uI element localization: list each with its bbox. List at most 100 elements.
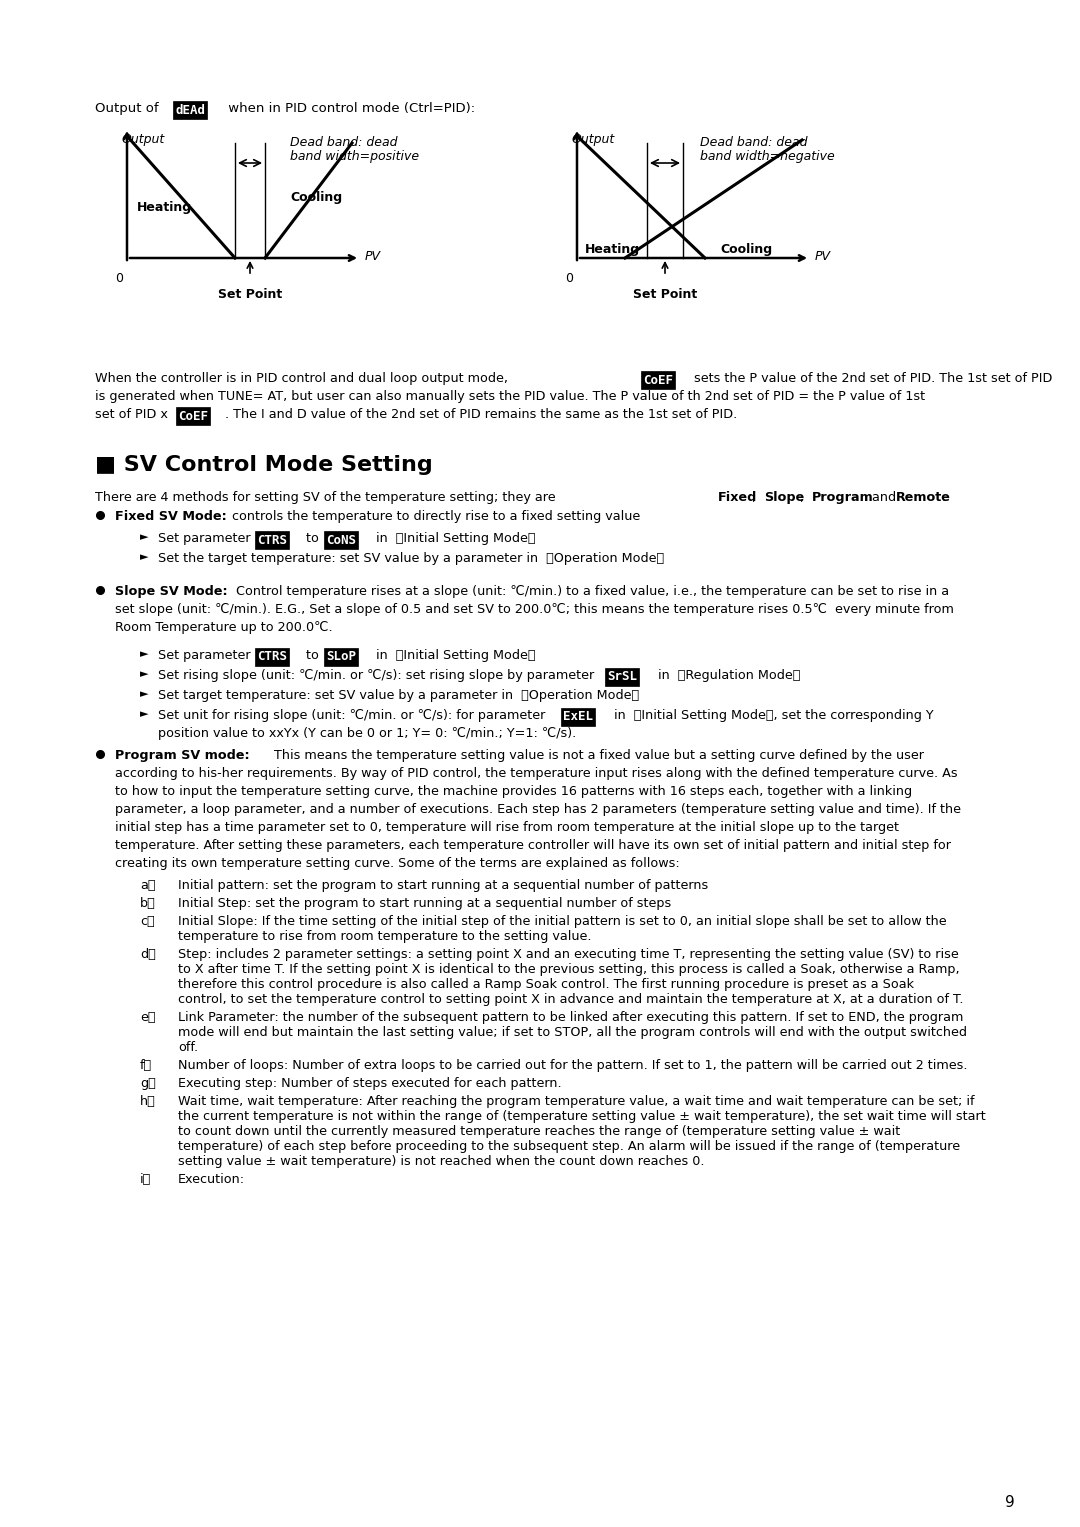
Text: 9: 9 [1005,1495,1015,1510]
Text: Executing step: Number of steps executed for each pattern.: Executing step: Number of steps executed… [178,1077,562,1090]
Text: Dead band: dead: Dead band: dead [700,136,808,150]
Text: to: to [302,531,323,545]
Text: b・: b・ [140,896,156,910]
Text: c・: c・ [140,915,154,928]
Text: CoEF: CoEF [178,409,208,423]
Text: ,: , [752,492,760,504]
Text: Set Point: Set Point [218,289,282,301]
Text: h・: h・ [140,1095,156,1109]
Text: set of PID x: set of PID x [95,408,172,421]
Text: This means the temperature setting value is not a fixed value but a setting curv: This means the temperature setting value… [270,750,924,762]
Text: a・: a・ [140,880,156,892]
Text: Link Parameter: the number of the subsequent pattern to be linked after executin: Link Parameter: the number of the subseq… [178,1011,963,1025]
Text: ►: ► [140,531,149,542]
Text: controls the temperature to directly rise to a fixed setting value: controls the temperature to directly ris… [228,510,640,524]
Text: dEAd: dEAd [175,104,205,116]
Text: to count down until the currently measured temperature reaches the range of (tem: to count down until the currently measur… [178,1125,901,1138]
Text: off.: off. [178,1041,198,1054]
Text: Room Temperature up to 200.0℃.: Room Temperature up to 200.0℃. [114,621,333,634]
Text: Remote: Remote [896,492,950,504]
Text: Set Point: Set Point [633,289,697,301]
Text: Set rising slope (unit: ℃/min. or ℃/s): set rising slope by parameter: Set rising slope (unit: ℃/min. or ℃/s): … [158,669,598,683]
Text: to: to [302,649,323,663]
Text: ►: ► [140,689,149,699]
Text: 0: 0 [114,272,123,286]
Text: according to his-her requirements. By way of PID control, the temperature input : according to his-her requirements. By wa… [114,767,958,780]
Text: Initial Slope: If the time setting of the initial step of the initial pattern is: Initial Slope: If the time setting of th… [178,915,947,928]
Text: ►: ► [140,649,149,660]
Text: temperature) of each step before proceeding to the subsequent step. An alarm wil: temperature) of each step before proceed… [178,1141,960,1153]
Text: Set the target temperature: set SV value by a parameter in  【Operation Mode】: Set the target temperature: set SV value… [158,551,664,565]
Text: Output: Output [572,133,616,147]
Text: ExEL: ExEL [563,710,593,724]
Text: 0: 0 [565,272,573,286]
Text: creating its own temperature setting curve. Some of the terms are explained as f: creating its own temperature setting cur… [114,857,679,870]
Text: Heating: Heating [585,243,640,257]
Text: position value to xxYx (Y can be 0 or 1; Y= 0: ℃/min.; Y=1: ℃/s).: position value to xxYx (Y can be 0 or 1;… [158,727,577,741]
Text: band width=positive: band width=positive [291,150,419,163]
Text: ►: ► [140,669,149,680]
Text: ►: ► [140,551,149,562]
Text: ►: ► [140,709,149,719]
Text: Number of loops: Number of extra loops to be carried out for the pattern. If set: Number of loops: Number of extra loops t… [178,1060,968,1072]
Text: Dead band: dead: Dead band: dead [291,136,397,150]
Text: e・: e・ [140,1011,156,1025]
Text: Output: Output [122,133,165,147]
Text: Slope SV Mode:: Slope SV Mode: [114,585,228,599]
Text: PV: PV [365,249,381,263]
Text: control, to set the temperature control to setting point X in advance and mainta: control, to set the temperature control … [178,993,963,1006]
Text: Fixed SV Mode:: Fixed SV Mode: [114,510,227,524]
Text: to X after time T. If the setting point X is identical to the previous setting, : to X after time T. If the setting point … [178,964,960,976]
Text: PV: PV [815,249,831,263]
Text: i・: i・ [140,1173,151,1186]
Text: . The I and D value of the 2nd set of PID remains the same as the 1st set of PID: . The I and D value of the 2nd set of PI… [225,408,738,421]
Text: CTRS: CTRS [257,533,287,547]
Text: in  【Regulation Mode】: in 【Regulation Mode】 [654,669,800,683]
Text: Initial Step: set the program to start running at a sequential number of steps: Initial Step: set the program to start r… [178,896,672,910]
Text: in  【Initial Setting Mode】: in 【Initial Setting Mode】 [372,649,536,663]
Text: Program SV mode:: Program SV mode: [114,750,249,762]
Text: g・: g・ [140,1077,156,1090]
Text: initial step has a time parameter set to 0, temperature will rise from room temp: initial step has a time parameter set to… [114,822,899,834]
Text: f・: f・ [140,1060,152,1072]
Text: When the controller is in PID control and dual loop output mode,: When the controller is in PID control an… [95,373,512,385]
Text: There are 4 methods for setting SV of the temperature setting; they are: There are 4 methods for setting SV of th… [95,492,559,504]
Text: Fixed: Fixed [718,492,757,504]
Text: mode will end but maintain the last setting value; if set to STOP, all the progr: mode will end but maintain the last sett… [178,1026,967,1038]
Text: sets the P value of the 2nd set of PID. The 1st set of PID: sets the P value of the 2nd set of PID. … [690,373,1052,385]
Text: Slope: Slope [764,492,805,504]
Text: CoNS: CoNS [326,533,356,547]
Text: Cooling: Cooling [720,243,772,257]
Text: setting value ± wait temperature) is not reached when the count down reaches 0.: setting value ± wait temperature) is not… [178,1154,704,1168]
Text: in  【Initial Setting Mode】: in 【Initial Setting Mode】 [372,531,536,545]
Text: set slope (unit: ℃/min.). E.G., Set a slope of 0.5 and set SV to 200.0℃; this me: set slope (unit: ℃/min.). E.G., Set a sl… [114,603,954,615]
Text: temperature to rise from room temperature to the setting value.: temperature to rise from room temperatur… [178,930,592,944]
Text: is generated when TUNE= AT, but user can also manually sets the PID value. The P: is generated when TUNE= AT, but user can… [95,389,926,403]
Text: Set parameter: Set parameter [158,531,255,545]
Text: CTRS: CTRS [257,651,287,664]
Text: Set target temperature: set SV value by a parameter in  【Operation Mode】: Set target temperature: set SV value by … [158,689,639,702]
Text: parameter, a loop parameter, and a number of executions. Each step has 2 paramet: parameter, a loop parameter, and a numbe… [114,803,961,815]
Text: Heating: Heating [137,202,192,214]
Text: Cooling: Cooling [291,191,342,205]
Text: d・: d・ [140,948,156,960]
Text: .: . [942,492,946,504]
Text: Step: includes 2 parameter settings: a setting point X and an executing time T, : Step: includes 2 parameter settings: a s… [178,948,959,960]
Text: in  【Initial Setting Mode】, set the corresponding Y: in 【Initial Setting Mode】, set the corre… [610,709,933,722]
Text: Wait time, wait temperature: After reaching the program temperature value, a wai: Wait time, wait temperature: After reach… [178,1095,974,1109]
Text: and: and [868,492,900,504]
Text: SrSL: SrSL [607,670,637,684]
Text: ,: , [800,492,808,504]
Text: Set parameter: Set parameter [158,649,255,663]
Text: therefore this control procedure is also called a Ramp Soak control. The first r: therefore this control procedure is also… [178,977,914,991]
Text: Execution:: Execution: [178,1173,245,1186]
Text: ■ SV Control Mode Setting: ■ SV Control Mode Setting [95,455,433,475]
Text: temperature. After setting these parameters, each temperature controller will ha: temperature. After setting these paramet… [114,838,951,852]
Text: Initial pattern: set the program to start running at a sequential number of patt: Initial pattern: set the program to star… [178,880,708,892]
Text: when in PID control mode (Ctrl=PID):: when in PID control mode (Ctrl=PID): [224,102,475,115]
Text: SLoP: SLoP [326,651,356,664]
Text: CoEF: CoEF [643,374,673,386]
Text: Set unit for rising slope (unit: ℃/min. or ℃/s): for parameter: Set unit for rising slope (unit: ℃/min. … [158,709,550,722]
Text: to how to input the temperature setting curve, the machine provides 16 patterns : to how to input the temperature setting … [114,785,913,799]
Text: Output of: Output of [95,102,163,115]
